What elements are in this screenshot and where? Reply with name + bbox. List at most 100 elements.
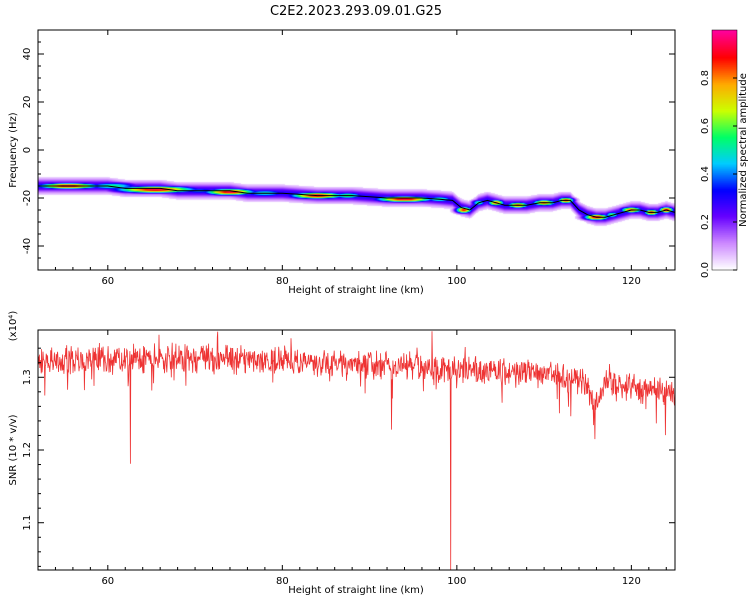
spectrogram-axes: 60 80 100 120 40 20 0 -20 -40 (22, 29, 675, 287)
colorbar-segment (712, 70, 737, 73)
colorbar-segment (712, 138, 737, 141)
colorbar-segment (712, 40, 737, 43)
colorbar-segment (712, 54, 737, 57)
colorbar-segment (712, 42, 737, 45)
colorbar-segment (712, 136, 737, 139)
colorbar-tick-label: 0.4 (700, 166, 711, 182)
colorbar-segment (712, 170, 737, 173)
colorbar-segment (712, 260, 737, 263)
spectrogram-heatmap (38, 30, 675, 270)
spectrogram-x-tick-label: 60 (101, 276, 114, 287)
colorbar-segment (712, 80, 737, 83)
colorbar-segment (712, 122, 737, 125)
colorbar-tick-label: 0.6 (700, 118, 711, 134)
spectrogram-y-tick-label: -40 (22, 238, 33, 254)
colorbar-segment (712, 106, 737, 109)
colorbar-segment (712, 116, 737, 119)
colorbar-segment (712, 172, 737, 175)
colorbar-segment (712, 180, 737, 183)
colorbar-segment (712, 168, 737, 171)
colorbar-label: Normalized spectral amplitude (738, 73, 749, 227)
colorbar-segment (712, 200, 737, 203)
colorbar-segment (712, 120, 737, 123)
colorbar-segment (712, 174, 737, 177)
colorbar-segment (712, 194, 737, 197)
colorbar-segment (712, 166, 737, 169)
colorbar-segment (712, 176, 737, 179)
colorbar-segment (712, 222, 737, 225)
colorbar-segment (712, 142, 737, 145)
colorbar-segment (712, 234, 737, 237)
colorbar-segment (712, 128, 737, 131)
colorbar-segment (712, 92, 737, 95)
colorbar-segment (712, 252, 737, 255)
colorbar-segment (712, 148, 737, 151)
colorbar-segment (712, 198, 737, 201)
colorbar-segment (712, 206, 737, 209)
colorbar-segment (712, 182, 737, 185)
colorbar-segment (712, 212, 737, 215)
colorbar-segment (712, 100, 737, 103)
colorbar-segment (712, 60, 737, 63)
colorbar-segment (712, 188, 737, 191)
colorbar-tick-label: 0.2 (700, 214, 711, 230)
colorbar-segment (712, 86, 737, 89)
colorbar-segment (712, 132, 737, 135)
colorbar-segment (712, 218, 737, 221)
spectrogram-y-tick-label: -20 (22, 190, 33, 206)
colorbar-segment (712, 110, 737, 113)
colorbar-ticks: 0.0 0.2 0.4 0.6 0.8 (700, 70, 737, 278)
ridge-line (38, 185, 676, 218)
colorbar-segment (712, 246, 737, 249)
colorbar-segment (712, 34, 737, 37)
colorbar-segment (712, 224, 737, 227)
colorbar-segment (712, 230, 737, 233)
colorbar-segment (712, 216, 737, 219)
colorbar-segment (712, 58, 737, 61)
snr-axes: 60 80 100 120 1.1 1.2 1.3 (22, 330, 675, 587)
colorbar-segment (712, 202, 737, 205)
colorbar-segment (712, 62, 737, 65)
colorbar-segment (712, 160, 737, 163)
colorbar-segment (712, 268, 737, 271)
colorbar-segment (712, 150, 737, 153)
snr-x-axis-label: Height of straight line (km) (288, 585, 424, 596)
spectrogram-x-axis-label: Height of straight line (km) (288, 285, 424, 296)
colorbar-segment (712, 64, 737, 67)
colorbar-segment (712, 82, 737, 85)
snr-y-multiplier: (x10⁴) (8, 311, 19, 342)
colorbar-segment (712, 228, 737, 231)
colorbar-segment (712, 50, 737, 53)
colorbar-segment (712, 118, 737, 121)
snr-x-tick-label: 100 (447, 576, 466, 587)
snr-x-tick-label: 120 (622, 576, 641, 587)
colorbar-segment (712, 52, 737, 55)
colorbar-segment (712, 134, 737, 137)
colorbar-segment (712, 192, 737, 195)
colorbar-segment (712, 44, 737, 47)
colorbar-segment (712, 108, 737, 111)
colorbar-segment (712, 266, 737, 269)
snr-x-tick-label: 60 (101, 576, 114, 587)
spectrogram-x-tick-label: 100 (447, 276, 466, 287)
colorbar-segment (712, 186, 737, 189)
colorbar-segment (712, 220, 737, 223)
colorbar-segment (712, 126, 737, 129)
colorbar-segment (712, 124, 737, 127)
colorbar-segment (712, 154, 737, 157)
spectrogram-panel: 60 80 100 120 40 20 0 -20 -40 Height of straight… (8, 29, 676, 296)
colorbar-segment (712, 152, 737, 155)
snr-y-tick-label: 1.3 (22, 369, 33, 385)
figure-title: C2E2.2023.293.09.01.G25 (270, 4, 442, 19)
colorbar-segment (712, 156, 737, 159)
colorbar-segment (712, 68, 737, 71)
colorbar-segment (712, 264, 737, 267)
colorbar-segment (712, 256, 737, 259)
colorbar-segment (712, 104, 737, 107)
colorbar-segment (712, 30, 737, 33)
colorbar-segment (712, 76, 737, 79)
colorbar-segment (712, 38, 737, 41)
colorbar-gradient (712, 30, 737, 271)
colorbar-segment (712, 112, 737, 115)
